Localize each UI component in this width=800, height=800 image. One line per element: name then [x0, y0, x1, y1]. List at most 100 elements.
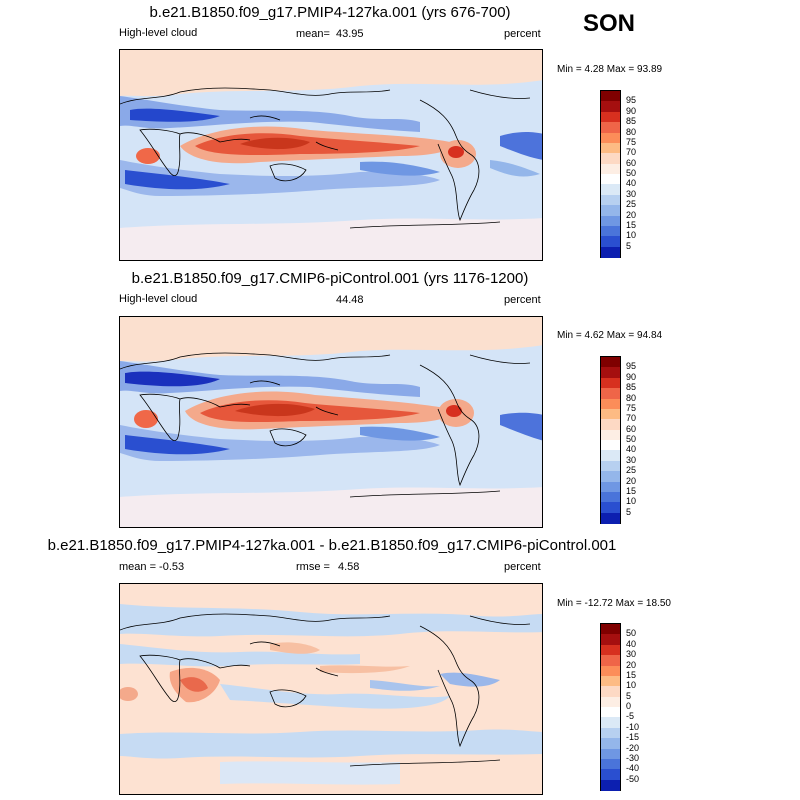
panel-2-units: percent — [504, 294, 541, 306]
colorbar-swatch — [601, 748, 620, 760]
colorbar-tick-label: 60 — [626, 157, 637, 168]
colorbar-swatch — [601, 696, 620, 708]
colorbar-tick-label: 15 — [626, 485, 637, 496]
colorbar-tick-label: 40 — [626, 178, 637, 189]
colorbar-swatch — [601, 644, 620, 656]
colorbar-tick-label: 20 — [626, 475, 637, 486]
colorbar-swatch — [601, 377, 620, 389]
colorbar-tick-label: 80 — [626, 126, 637, 137]
colorbar-swatch — [601, 225, 620, 237]
colorbar-tick-label: 30 — [626, 454, 637, 465]
colorbar-swatch — [601, 215, 620, 227]
panel-1-map — [119, 49, 543, 261]
colorbar-tick-label: 95 — [626, 361, 637, 372]
panel-3-minmax: Min = -12.72 Max = 18.50 — [557, 598, 671, 609]
panel-3-rmse-value: 4.58 — [338, 561, 360, 573]
panel-1-minmax: Min = 4.28 Max = 93.89 — [557, 64, 663, 75]
colorbar-tick-label: 20 — [626, 209, 637, 220]
panel-1-variable-label: High-level cloud — [119, 27, 198, 39]
colorbar-swatch — [601, 111, 620, 123]
colorbar-tick-label: 90 — [626, 105, 637, 116]
colorbar-swatch — [601, 398, 620, 410]
panel-3-map — [119, 583, 543, 795]
panel-2-mean-value: 44.48 — [336, 294, 364, 306]
colorbar-tick-label: 5 — [626, 690, 632, 701]
panel-2-minmax: Min = 4.62 Max = 94.84 — [557, 330, 663, 341]
colorbar-swatch — [601, 194, 620, 206]
colorbar-swatch — [601, 491, 620, 503]
colorbar-swatch — [601, 388, 620, 399]
colorbar-tick-label: 10 — [626, 680, 637, 691]
colorbar-swatch — [601, 246, 620, 258]
colorbar-tick-label: -40 — [626, 763, 640, 774]
panel-1-units: percent — [504, 28, 541, 40]
colorbar-tick-label: 40 — [626, 638, 637, 649]
colorbar-swatch — [601, 122, 620, 133]
colorbar-swatch — [601, 481, 620, 493]
colorbar-tick-label: 5 — [626, 240, 632, 251]
colorbar-swatch — [601, 205, 620, 216]
colorbar-swatch — [601, 758, 620, 770]
colorbar-tick-label: 50 — [626, 434, 637, 444]
colorbar-tick-label: 75 — [626, 402, 637, 413]
panel-3-colorbar — [600, 623, 621, 791]
colorbar-swatch — [601, 727, 620, 739]
colorbar-swatch — [601, 429, 620, 441]
colorbar-tick-label: 75 — [626, 136, 637, 147]
colorbar-tick-label: 10 — [626, 496, 637, 507]
colorbar-tick-label: 85 — [626, 116, 637, 127]
panel-3-mean: mean = -0.53 — [119, 561, 185, 573]
colorbar-swatch — [601, 174, 620, 185]
panel-2-title: b.e21.B1850.f09_g17.CMIP6-piControl.001 … — [131, 270, 529, 287]
colorbar-tick-label: 10 — [626, 230, 637, 241]
colorbar-tick-label: 70 — [626, 147, 637, 158]
colorbar-tick-label: -5 — [626, 711, 635, 722]
colorbar-tick-label: 90 — [626, 371, 637, 382]
colorbar-tick-label: 70 — [626, 413, 637, 424]
colorbar-swatch — [601, 460, 620, 472]
colorbar-tick-label: 50 — [626, 168, 637, 178]
colorbar-tick-label: -10 — [626, 721, 640, 732]
colorbar-swatch — [601, 471, 620, 482]
season-label: SON — [583, 10, 636, 37]
colorbar-swatch — [601, 502, 620, 514]
panel-2-variable-label: High-level cloud — [119, 293, 198, 305]
colorbar-tick-label: 25 — [626, 199, 637, 210]
colorbar-swatch — [601, 91, 620, 102]
colorbar-tick-label: 50 — [626, 628, 637, 639]
colorbar-tick-label: 20 — [626, 659, 637, 670]
colorbar-swatch — [601, 184, 620, 196]
panel-1-title: b.e21.B1850.f09_g17.PMIP4-127ka.001 (yrs… — [149, 4, 511, 21]
colorbar-tick-label: -50 — [626, 773, 640, 784]
colorbar-swatch — [601, 419, 620, 431]
colorbar-tick-label: 25 — [626, 465, 637, 476]
colorbar-swatch — [601, 163, 620, 175]
colorbar-swatch — [601, 153, 620, 165]
colorbar-swatch — [601, 675, 620, 687]
colorbar-swatch — [601, 367, 620, 379]
colorbar-tick-label: 30 — [626, 649, 637, 660]
colorbar-swatch — [601, 142, 620, 154]
panel-1-mean-value: 43.95 — [336, 28, 364, 40]
colorbar-swatch — [601, 634, 620, 646]
colorbar-tick-label: 80 — [626, 392, 637, 403]
colorbar-swatch — [601, 101, 620, 113]
colorbar-swatch — [601, 440, 620, 451]
colorbar-tick-label: 0 — [626, 701, 632, 711]
colorbar-tick-label: -30 — [626, 752, 640, 763]
colorbar-tick-label: -20 — [626, 742, 640, 753]
colorbar-tick-label: 40 — [626, 444, 637, 455]
colorbar-swatch — [601, 686, 620, 698]
panel-3-rmse-label: rmse = — [296, 561, 330, 573]
colorbar-swatch — [601, 779, 620, 791]
colorbar-tick-label: -15 — [626, 732, 640, 743]
colorbar-swatch — [601, 738, 620, 749]
colorbar-swatch — [601, 132, 620, 144]
panel-2-map — [119, 316, 543, 528]
colorbar-tick-label: 95 — [626, 95, 637, 106]
colorbar-tick-label: 5 — [626, 506, 632, 517]
colorbar-swatch — [601, 707, 620, 718]
colorbar-tick-label: 15 — [626, 669, 637, 680]
panel-3-units: percent — [504, 561, 541, 573]
colorbar-tick-label: 30 — [626, 188, 637, 199]
